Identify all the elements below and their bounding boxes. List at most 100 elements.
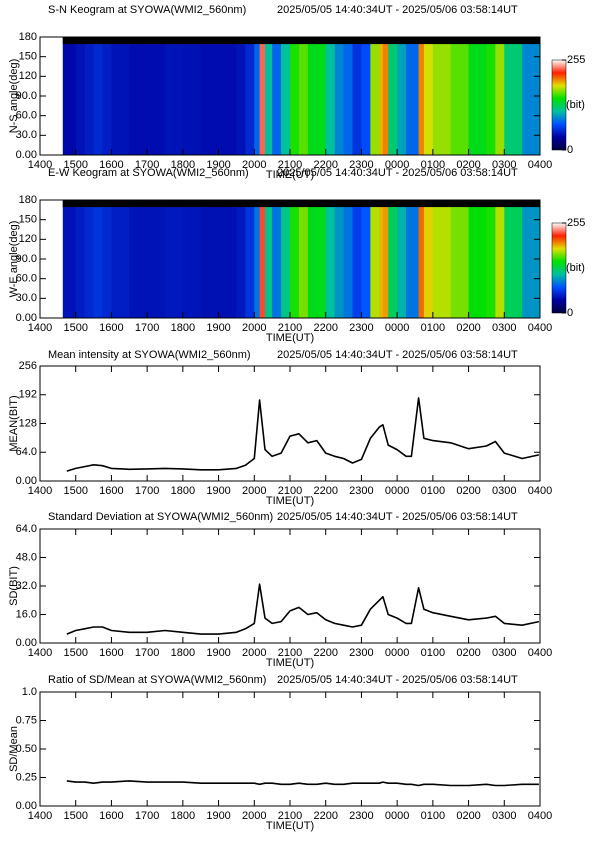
- plot-frame: [39, 691, 541, 807]
- x-tick-label: 0400: [528, 322, 552, 334]
- keogram-column: [75, 200, 86, 318]
- keogram-column: [281, 200, 291, 318]
- plot-frame: [39, 365, 541, 482]
- keogram-column: [382, 37, 389, 155]
- x-tick-label: 1800: [171, 647, 195, 659]
- keogram-column: [93, 37, 103, 155]
- y-tick-label: 150: [19, 214, 37, 226]
- y-tick-label: 120: [19, 233, 37, 245]
- x-tick-label: 0200: [456, 810, 480, 822]
- y-tick-label: 150: [19, 51, 37, 63]
- x-tick-label: 0300: [492, 159, 516, 171]
- colorbar-tick-label: 0: [567, 307, 573, 319]
- keogram-column: [102, 37, 112, 155]
- x-tick-label: 1400: [28, 647, 52, 659]
- keogram-column: [272, 200, 282, 318]
- keogram-column: [423, 200, 434, 318]
- x-tick-label: 1600: [99, 485, 123, 497]
- y-tick-label: 90.0: [16, 90, 37, 102]
- keogram-column: [272, 37, 282, 155]
- colorbar-label: (bit): [566, 99, 585, 111]
- keogram-column: [504, 200, 523, 318]
- x-tick-label: 1700: [135, 322, 159, 334]
- keogram-column: [254, 37, 261, 155]
- x-tick-label: 1500: [63, 810, 87, 822]
- keogram-column: [325, 37, 336, 155]
- x-tick-label: 2300: [349, 159, 373, 171]
- y-tick-label: 256: [19, 360, 37, 372]
- keogram-column: [259, 200, 266, 318]
- x-tick-label: 1400: [28, 159, 52, 171]
- y-tick-label: 32.0: [16, 580, 37, 592]
- x-tick-label: 0000: [385, 322, 409, 334]
- keogram-column: [495, 200, 505, 318]
- y-tick-label: 1.0: [22, 686, 37, 698]
- y-tick-label: 0.00: [16, 800, 37, 812]
- keogram-column: [111, 37, 130, 155]
- keogram-column: [62, 37, 77, 155]
- y-tick-label: 60.0: [16, 110, 37, 122]
- x-tick-label: 0200: [456, 485, 480, 497]
- keogram-column: [200, 200, 220, 318]
- x-axis-label: TIME(UT): [266, 332, 314, 344]
- y-tick-label: 60.0: [16, 273, 37, 285]
- keogram-column: [307, 37, 318, 155]
- y-tick-label: 0.00: [16, 475, 37, 487]
- x-tick-label: 0000: [385, 647, 409, 659]
- y-axis-label: MEAN(BIT): [8, 395, 20, 451]
- keogram-column: [147, 37, 166, 155]
- keogram-column: [290, 37, 300, 155]
- x-tick-label: 1500: [63, 485, 87, 497]
- keogram-column: [418, 200, 425, 318]
- x-tick-label: 0200: [456, 322, 480, 334]
- x-tick-label: 1500: [63, 159, 87, 171]
- keogram-column: [129, 200, 148, 318]
- y-tick-label: 30.0: [16, 129, 37, 141]
- keogram-column: [75, 37, 86, 155]
- line: [66, 583, 540, 635]
- keogram-column: [397, 37, 407, 155]
- keogram-column: [406, 37, 412, 155]
- x-tick-label: 1800: [171, 485, 195, 497]
- y-axis-label: N-S angle(deg): [8, 59, 20, 134]
- keogram-column: [265, 37, 273, 155]
- keogram-column: [298, 37, 309, 155]
- x-tick-label: 0400: [528, 810, 552, 822]
- keogram-column: [486, 200, 496, 318]
- x-tick-label: 0300: [492, 810, 516, 822]
- keogram-column: [316, 37, 327, 155]
- keogram-column: [182, 200, 202, 318]
- y-tick-label: 0.50: [16, 743, 37, 755]
- keogram-column: [254, 200, 261, 318]
- plot-frame: [39, 528, 541, 644]
- keogram-column: [165, 200, 184, 318]
- x-tick-label: 1800: [171, 810, 195, 822]
- x-tick-label: 2200: [313, 647, 337, 659]
- chart-subtitle: 2025/05/05 14:40:34UT - 2025/05/06 03:58…: [277, 349, 518, 361]
- x-tick-label: 1400: [28, 485, 52, 497]
- x-tick-label: 1500: [63, 322, 87, 334]
- keogram-column: [93, 200, 103, 318]
- x-tick-label: 0100: [421, 322, 445, 334]
- x-tick-label: 0000: [385, 810, 409, 822]
- x-tick-label: 1700: [135, 159, 159, 171]
- x-tick-label: 1800: [171, 322, 195, 334]
- keogram-column: [370, 200, 380, 318]
- chart-title: Mean intensity at SYOWA(WMI2_560nm): [48, 349, 251, 361]
- y-tick-label: 0.00: [16, 149, 37, 161]
- x-tick-label: 2100: [278, 810, 302, 822]
- x-tick-label: 1700: [135, 485, 159, 497]
- keogram-column: [343, 37, 353, 155]
- x-tick-label: 0400: [528, 159, 552, 171]
- line: [66, 397, 540, 472]
- x-tick-label: 2200: [313, 322, 337, 334]
- x-tick-label: 1900: [206, 485, 230, 497]
- colorbar-tick-label: 255: [567, 54, 585, 66]
- colorbar-tick-label: 0: [567, 144, 573, 156]
- x-tick-label: 2000: [242, 159, 266, 171]
- keogram-column: [423, 37, 434, 155]
- keogram-column: [290, 200, 300, 318]
- chart-title: Ratio of SD/Mean at SYOWA(WMI2_560nm): [48, 674, 266, 686]
- colorbar: [551, 222, 567, 314]
- chart-subtitle: 2025/05/05 14:40:34UT - 2025/05/06 03:58…: [277, 4, 518, 16]
